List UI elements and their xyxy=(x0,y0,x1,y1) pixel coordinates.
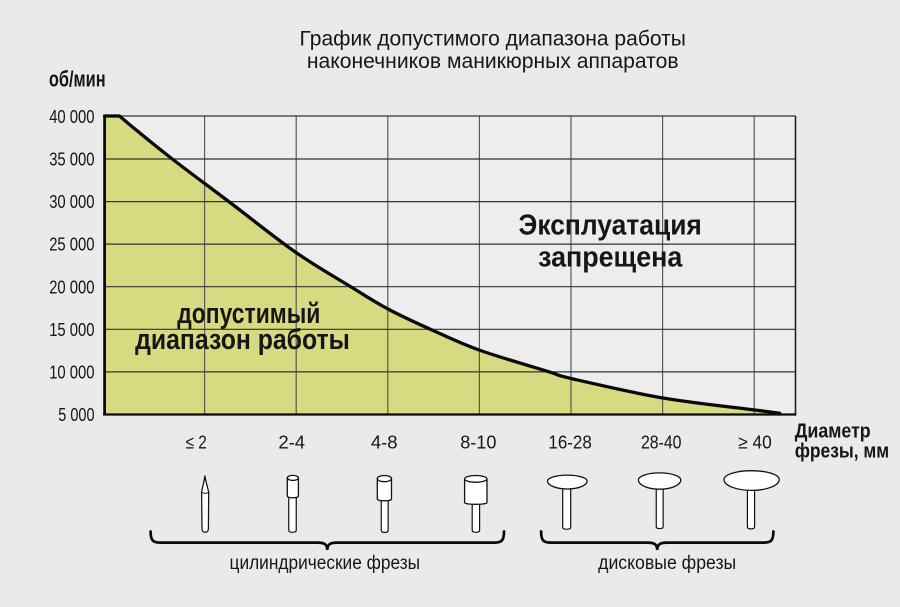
svg-text:2-4: 2-4 xyxy=(278,432,305,453)
svg-text:запрещена: запрещена xyxy=(538,241,683,273)
svg-text:≥ 40: ≥ 40 xyxy=(738,432,772,453)
svg-text:25 000: 25 000 xyxy=(49,234,94,255)
svg-text:Эксплуатация: Эксплуатация xyxy=(519,209,702,241)
svg-text:5 000: 5 000 xyxy=(58,404,94,425)
svg-text:15 000: 15 000 xyxy=(49,319,94,340)
svg-text:10 000: 10 000 xyxy=(49,362,94,383)
svg-text:График допустимого диапазона р: График допустимого диапазона работы xyxy=(300,27,686,50)
svg-text:40 000: 40 000 xyxy=(49,106,94,127)
svg-text:цилиндрические фрезы: цилиндрические фрезы xyxy=(230,553,421,574)
svg-text:35 000: 35 000 xyxy=(49,149,94,170)
svg-text:16-28: 16-28 xyxy=(548,432,591,453)
svg-text:допустимый: допустимый xyxy=(177,298,320,330)
svg-text:об/мин: об/мин xyxy=(49,67,106,92)
svg-text:дисковые фрезы: дисковые фрезы xyxy=(598,553,736,574)
svg-text:30 000: 30 000 xyxy=(49,191,94,212)
svg-text:диапазон работы: диапазон работы xyxy=(135,324,350,356)
svg-text:Диаметр: Диаметр xyxy=(795,421,871,443)
svg-text:фрезы, мм: фрезы, мм xyxy=(795,441,890,463)
svg-text:≤ 2: ≤ 2 xyxy=(186,432,207,453)
svg-text:наконечников маникюрных аппара: наконечников маникюрных аппаратов xyxy=(307,50,679,73)
svg-text:28-40: 28-40 xyxy=(641,432,682,453)
svg-text:20 000: 20 000 xyxy=(49,276,94,297)
svg-text:4-8: 4-8 xyxy=(371,432,398,453)
svg-text:8-10: 8-10 xyxy=(460,432,496,453)
